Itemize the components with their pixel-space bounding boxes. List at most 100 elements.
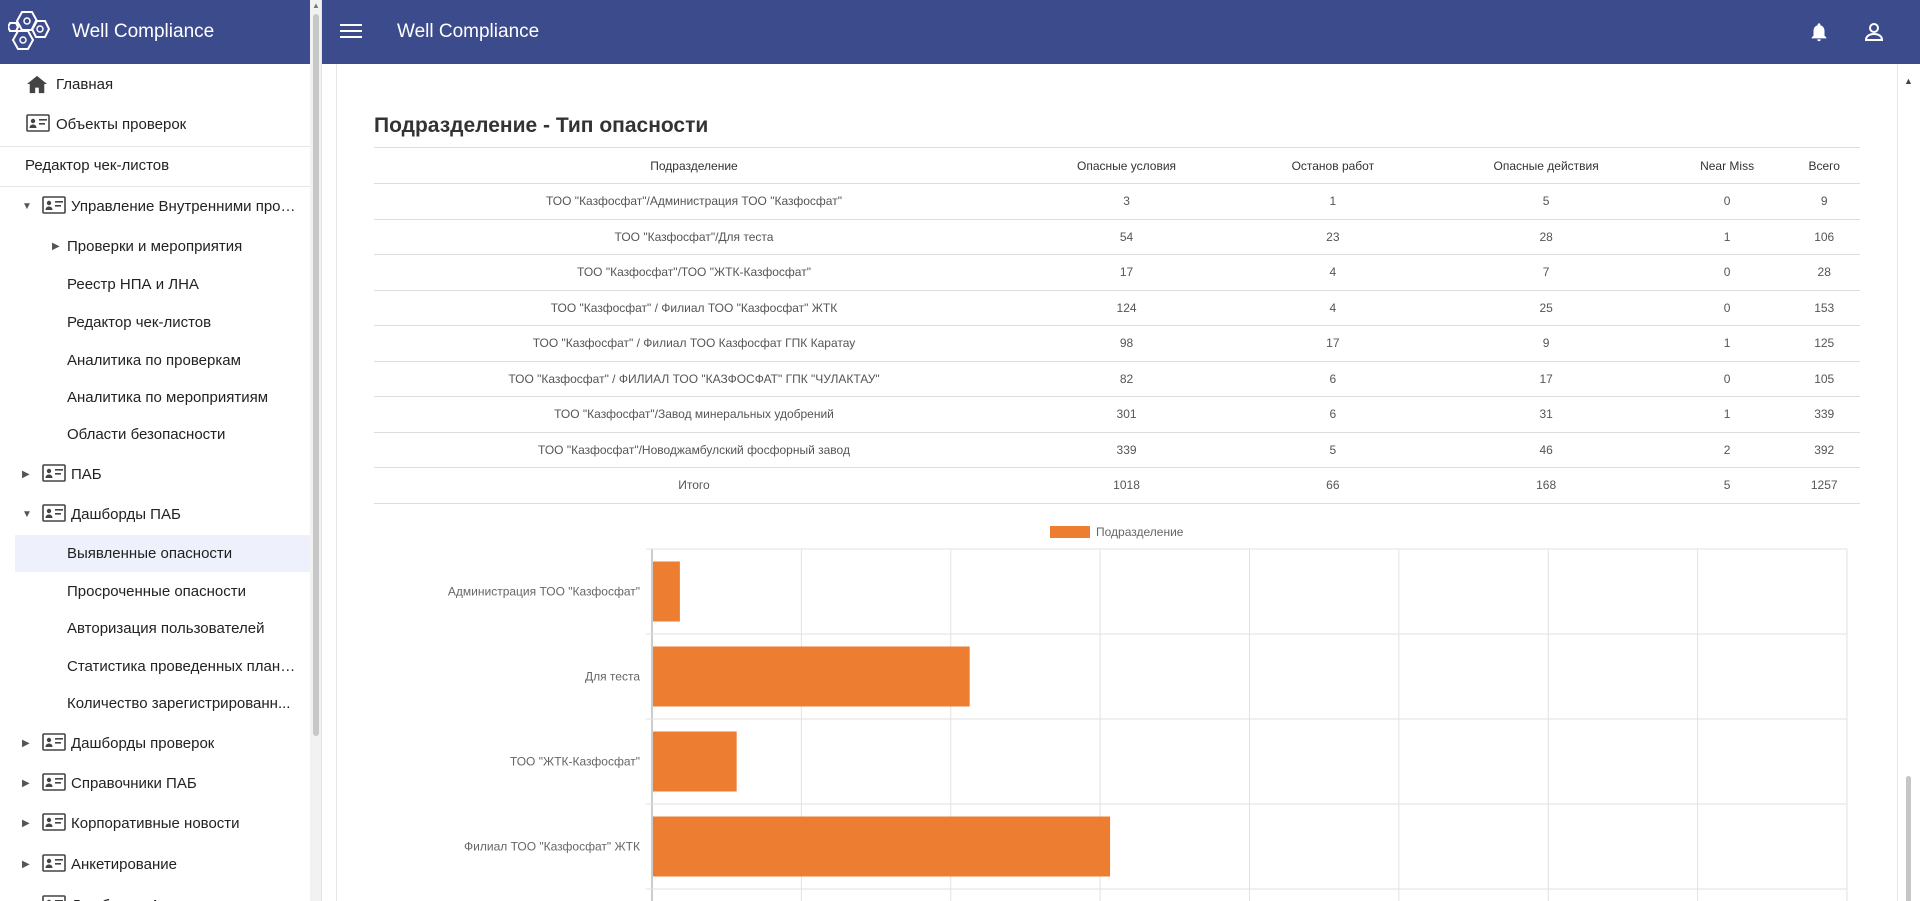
hazard-type-table: Подразделение Опасные условия Останов рабо…: [374, 147, 1860, 504]
sidebar-item-объекты-проверок[interactable]: Объекты проверок: [0, 107, 310, 141]
column-header[interactable]: Near Miss: [1665, 147, 1789, 184]
bar[interactable]: [653, 561, 680, 622]
sidebar-item-авторизация-пользователей[interactable]: Авторизация пользователей: [0, 611, 310, 645]
table-cell: ТОО "Казфосфат" / ФИЛИАЛ ТОО "КАЗФОСФАТ"…: [374, 361, 1014, 397]
column-header[interactable]: Всего: [1788, 147, 1860, 184]
sidebar-item-дашборды-проверок[interactable]: ▶ Дашборды проверок: [0, 726, 310, 760]
table-cell: 17: [1239, 325, 1427, 362]
caret-right-icon[interactable]: ▶: [22, 468, 30, 480]
table-row: ТОО "Казфосфат" / ФИЛИАЛ ТОО "КАЗФОСФАТ"…: [374, 361, 1860, 397]
sidebar-item-количество-зарегистрированн[interactable]: Количество зарегистрированн...: [0, 686, 310, 720]
bar[interactable]: [653, 646, 970, 707]
scroll-up-icon[interactable]: ▲: [1904, 76, 1913, 86]
table-total-row: Итого 1018 66 168 5 1257: [374, 467, 1860, 504]
sidebar-item-паб[interactable]: ▶ ПАБ: [0, 457, 310, 491]
caret-right-icon[interactable]: ▶: [22, 858, 30, 870]
sidebar-item-редактор-чек-листов[interactable]: Редактор чек-листов: [0, 148, 310, 182]
table-cell: 0: [1665, 183, 1789, 220]
table-cell: 28: [1788, 254, 1860, 291]
content-scrollbar[interactable]: ▲: [1898, 64, 1920, 901]
sidebar-item-управление-внутренними-прове[interactable]: ▼ Управление Внутренними прове...: [0, 189, 310, 223]
table-cell: 66: [1239, 467, 1427, 504]
id-card-icon: [42, 813, 66, 835]
menu-icon[interactable]: [340, 20, 362, 44]
id-card-icon: [42, 895, 66, 901]
category-label: Администрация ТОО "Казфосфат": [448, 585, 640, 599]
sidebar-item-аналитика-по-проверкам[interactable]: Аналитика по проверкам: [0, 343, 310, 377]
sidebar-item-дашборды-анкетирования[interactable]: ▶ Дашборды Анкетирования: [0, 888, 310, 901]
table-cell: Итого: [374, 467, 1014, 504]
bar[interactable]: [653, 731, 737, 792]
column-header[interactable]: Опасные действия: [1426, 147, 1666, 184]
sidebar-item-просроченные-опасности[interactable]: Просроченные опасности: [0, 574, 310, 608]
sidebar-item-label: Корпоративные новости: [71, 814, 240, 832]
sidebar-item-label: Анкетирование: [71, 855, 177, 873]
table-cell: 392: [1788, 432, 1860, 468]
table-cell: 6: [1239, 361, 1427, 397]
bar[interactable]: [653, 816, 1111, 877]
sidebar-item-аналитика-по-мероприятиям[interactable]: Аналитика по мероприятиям: [0, 380, 310, 414]
sidebar-item-label: Дашборды Анкетирования: [71, 897, 256, 901]
sidebar-item-выявленные-опасности[interactable]: Выявленные опасности: [15, 535, 310, 572]
bell-icon[interactable]: [1808, 20, 1830, 44]
table-row: ТОО "Казфосфат"/Завод минеральных удобре…: [374, 396, 1860, 433]
sidebar-item-label: Дашборды ПАБ: [71, 505, 181, 523]
column-header[interactable]: Останов работ: [1239, 147, 1427, 184]
table-cell: 2: [1665, 432, 1789, 468]
home-icon: [26, 74, 48, 98]
sidebar-item-области-безопасности[interactable]: Области безопасности: [0, 417, 310, 451]
sidebar-item-статистика-проведенных-плано[interactable]: Статистика проведенных плано...: [0, 649, 310, 683]
table-row: ТОО "Казфосфат"/Новоджамбулский фосфорны…: [374, 432, 1860, 468]
user-icon[interactable]: [1862, 20, 1886, 44]
chart-legend[interactable]: Подразделение: [1050, 525, 1183, 539]
column-header[interactable]: Подразделение: [374, 147, 1014, 184]
caret-right-icon[interactable]: ▶: [52, 240, 60, 252]
table-cell: ТОО "Казфосфат"/Для теста: [374, 219, 1014, 255]
sidebar-item-главная[interactable]: Главная: [0, 67, 310, 101]
caret-right-icon[interactable]: ▶: [22, 900, 30, 901]
sidebar-item-корпоративные-новости[interactable]: ▶ Корпоративные новости: [0, 806, 310, 840]
table-header-row: Подразделение Опасные условия Останов рабо…: [374, 147, 1860, 184]
table-cell: 6: [1239, 396, 1427, 433]
logo-icon: [8, 11, 50, 50]
table-cell: 5: [1239, 432, 1427, 468]
table-cell: 125: [1788, 325, 1860, 362]
table-cell: ТОО "Казфосфат" / Филиал ТОО "Казфосфат"…: [374, 290, 1014, 326]
caret-right-icon[interactable]: ▶: [22, 817, 30, 829]
sidebar-item-label: Главная: [56, 75, 114, 93]
caret-down-icon[interactable]: ▼: [22, 508, 32, 520]
table-cell: 9: [1788, 183, 1860, 220]
table-cell: 1: [1239, 183, 1427, 220]
table-cell: 105: [1788, 361, 1860, 397]
sidebar-item-label: Проверки и мероприятия: [67, 237, 243, 255]
sidebar-item-редактор-чек-листов[interactable]: Редактор чек-листов: [0, 305, 310, 339]
sidebar-item-справочники-паб[interactable]: ▶ Справочники ПАБ: [0, 766, 310, 800]
sidebar-item-дашборды-паб[interactable]: ▼ Дашборды ПАБ: [0, 497, 310, 531]
caret-right-icon[interactable]: ▶: [22, 777, 30, 789]
table-cell: 153: [1788, 290, 1860, 326]
content-scroll-thumb[interactable]: [1906, 776, 1911, 901]
bar-chart: Администрация ТОО "Казфосфат" Для теста ТО…: [448, 548, 1848, 901]
category-label: Для теста: [585, 670, 640, 684]
caret-right-icon[interactable]: ▶: [22, 737, 30, 749]
caret-down-icon[interactable]: ▼: [22, 200, 32, 212]
sidebar-item-label: Редактор чек-листов: [25, 156, 170, 174]
column-header[interactable]: Опасные условия: [1014, 147, 1240, 184]
table-cell: 4: [1239, 254, 1427, 291]
table-cell: 1: [1665, 396, 1789, 433]
id-card-icon: [42, 733, 66, 755]
table-cell: 25: [1426, 290, 1666, 326]
category-label: ТОО "ЖТК-Казфосфат": [510, 755, 640, 769]
sidebar-item-реестр-нпа-и-лна[interactable]: Реестр НПА и ЛНА: [0, 267, 310, 301]
sidebar-scroll-thumb[interactable]: [313, 14, 319, 736]
sidebar-item-label: Объекты проверок: [56, 115, 187, 133]
page-app-title: Well Compliance: [397, 21, 540, 42]
id-card-icon: [42, 773, 66, 795]
sidebar-item-проверки-и-мероприятия[interactable]: ▶ Проверки и мероприятия: [0, 229, 310, 263]
table-cell: 0: [1665, 290, 1789, 326]
category-label: Филиал ТОО "Казфосфат" ЖТК: [464, 840, 640, 854]
scroll-up-icon[interactable]: ▲: [312, 1, 320, 10]
sidebar-item-анкетирование[interactable]: ▶ Анкетирование: [0, 847, 310, 881]
sidebar-scrollbar[interactable]: ▲: [310, 0, 321, 901]
table-cell: 3: [1014, 183, 1240, 220]
